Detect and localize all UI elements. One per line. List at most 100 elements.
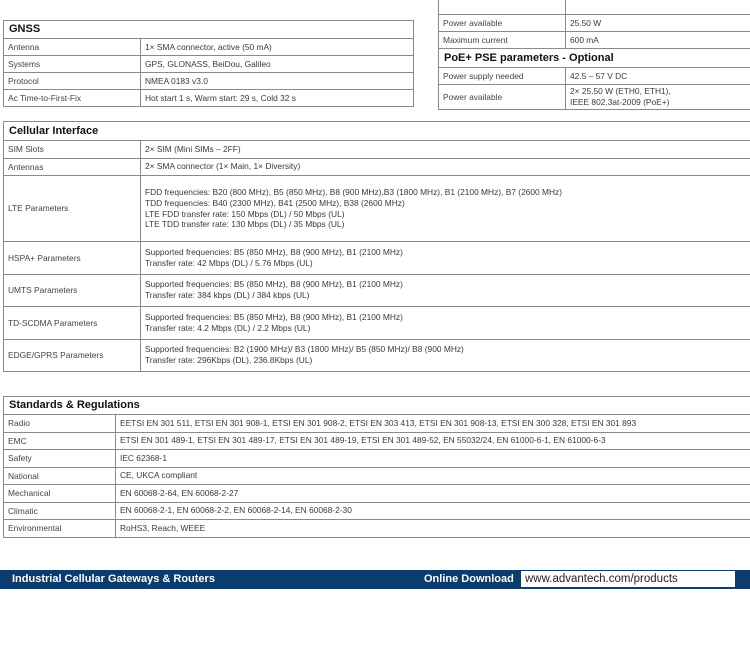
- gnss-header-row: GNSS: [3, 20, 414, 39]
- row-label: Mechanical: [3, 484, 116, 503]
- value-line: 1× SMA connector, active (50 mA): [145, 41, 272, 52]
- row-label: SIM Slots: [3, 140, 141, 159]
- value-line: TDD frequencies: B40 (2300 MHz), B41 (25…: [145, 197, 405, 208]
- row-label: EDGE/GPRS Parameters: [3, 338, 141, 372]
- row-label: Radio: [3, 414, 116, 433]
- table-row: Maximum current 600 mA: [438, 31, 750, 49]
- table-row: EDGE/GPRS Parameters Supported frequencie…: [3, 338, 750, 372]
- table-row: Mechanical EN 60068-2-64, EN 60068-2-27: [3, 484, 750, 503]
- value-line: IEC 62368-1: [120, 452, 168, 463]
- row-value: 600 mA: [565, 31, 750, 49]
- table-row: Protocol NMEA 0183 v3.0: [3, 72, 414, 90]
- online-download-label: Online Download: [424, 573, 514, 585]
- table-row: UMTS Parameters Supported frequencies: B5…: [3, 273, 750, 307]
- standards-table: Standards & Regulations Radio EETSI EN 30…: [3, 396, 750, 538]
- value-line: Supported frequencies: B5 (850 MHz), B8 …: [145, 311, 403, 322]
- row-value: Hot start 1 s, Warm start: 29 s, Cold 32…: [140, 89, 414, 107]
- row-label: EMC: [3, 431, 116, 450]
- row-value: NMEA 0183 v3.0: [140, 72, 414, 90]
- value-line: Supported frequencies: B5 (850 MHz), B8 …: [145, 279, 403, 290]
- value-line: Supported frequencies: B2 (1900 MHz)/ B3…: [145, 344, 464, 355]
- row-value: RoHS3, Reach, WEEE: [115, 519, 750, 538]
- row-value: ETSI EN 301 489-1, ETSI EN 301 489-17, E…: [115, 431, 750, 450]
- value-line: Transfer rate: 42 Mbps (DL) / 5.76 Mbps …: [145, 257, 313, 268]
- table-row: Climatic EN 60068-2-1, EN 60068-2-2, EN 6…: [3, 501, 750, 520]
- row-value: 25.50 W: [565, 14, 750, 32]
- value-line: Transfer rate: 4.2 Mbps (DL) / 2.2 Mbps …: [145, 322, 311, 333]
- row-label: National: [3, 466, 116, 485]
- value-line: 2× SMA connector (1× Main, 1× Diversity): [145, 161, 301, 172]
- row-value: IEC 62368-1: [115, 449, 750, 468]
- row-value: 2× SMA connector (1× Main, 1× Diversity): [140, 157, 750, 176]
- table-row: Systems GPS, GLONASS, BeiDou, Galileo: [3, 55, 414, 73]
- footer-category: Industrial Cellular Gateways & Routers: [12, 573, 215, 585]
- value-line: EETSI EN 301 511, ETSI EN 301 908-1, ETS…: [120, 417, 637, 428]
- row-label: Environmental: [3, 519, 116, 538]
- row-label: Maximum current: [438, 31, 566, 49]
- table-row: Antennas 2× SMA connector (1× Main, 1× Di…: [3, 157, 750, 176]
- row-value: EETSI EN 301 511, ETSI EN 301 908-1, ETS…: [115, 414, 750, 433]
- row-value: EN 60068-2-1, EN 60068-2-2, EN 60068-2-1…: [115, 501, 750, 520]
- row-label: Antenna: [3, 38, 141, 56]
- value-line: ETSI EN 301 489-1, ETSI EN 301 489-17, E…: [120, 435, 606, 446]
- table-row: Power supply needed 42.5 – 57 V DC: [438, 67, 750, 85]
- value-line: EN 60068-2-1, EN 60068-2-2, EN 60068-2-1…: [120, 505, 352, 516]
- table-row: SIM Slots 2× SIM (Mini SIMs – 2FF): [3, 140, 750, 159]
- value-line: Transfer rate: 296Kbps (DL), 236.8Kbps (…: [145, 355, 313, 366]
- cellular-table: Cellular Interface SIM Slots 2× SIM (Mini…: [3, 121, 750, 372]
- row-label: Power available: [438, 14, 566, 32]
- cellular-header-row: Cellular Interface: [3, 121, 750, 141]
- row-value: Supported frequencies: B5 (850 MHz), B8 …: [140, 273, 750, 307]
- value-line: Transfer rate: 384 kbps (DL) / 384 kbps …: [145, 290, 310, 301]
- row-label: Protocol: [3, 72, 141, 90]
- table-row: TD-SCDMA Parameters Supported frequencies…: [3, 306, 750, 340]
- row-value: 2× SIM (Mini SIMs – 2FF): [140, 140, 750, 159]
- value-line: 2× SIM (Mini SIMs – 2FF): [145, 143, 241, 154]
- value-line: RoHS3, Reach, WEEE: [120, 522, 206, 533]
- standards-title: Standards & Regulations: [3, 396, 750, 415]
- table-row: Radio EETSI EN 301 511, ETSI EN 301 908-1…: [3, 414, 750, 433]
- download-url-link[interactable]: www.advantech.com/products: [521, 571, 735, 587]
- table-row: Environmental RoHS3, Reach, WEEE: [3, 519, 750, 538]
- table-row: National CE, UKCA compliant: [3, 466, 750, 485]
- value-line: 2× 25.50 W (ETH0, ETH1),: [570, 86, 671, 97]
- row-value: 2× 25.50 W (ETH0, ETH1), IEEE 802.3at-20…: [565, 84, 750, 110]
- value-line: EN 60068-2-64, EN 60068-2-27: [120, 487, 239, 498]
- row-label: Antennas: [3, 157, 141, 176]
- row-value: EN 60068-2-64, EN 60068-2-27: [115, 484, 750, 503]
- value-line: NMEA 0183 v3.0: [145, 75, 208, 86]
- row-value: GPS, GLONASS, BeiDou, Galileo: [140, 55, 414, 73]
- row-label: Safety: [3, 449, 116, 468]
- row-label: UMTS Parameters: [3, 273, 141, 307]
- table-row: EMC ETSI EN 301 489-1, ETSI EN 301 489-17…: [3, 431, 750, 450]
- row-value: 42.5 – 57 V DC: [565, 67, 750, 85]
- row-label: Power available: [438, 84, 566, 110]
- value-line: LTE FDD transfer rate: 150 Mbps (DL) / 5…: [145, 208, 345, 219]
- pse-title: PoE+ PSE parameters - Optional: [438, 48, 750, 68]
- cellular-title: Cellular Interface: [3, 121, 750, 141]
- table-row: Ac Time-to-First-Fix Hot start 1 s, Warm …: [3, 89, 414, 107]
- table-row: Antenna 1× SMA connector, active (50 mA): [3, 38, 414, 56]
- table-row: Safety IEC 62368-1: [3, 449, 750, 468]
- row-value: Supported frequencies: B2 (1900 MHz)/ B3…: [140, 338, 750, 372]
- value-line: LTE TDD transfer rate: 130 Mbps (DL) / 3…: [145, 219, 345, 230]
- row-label: HSPA+ Parameters: [3, 241, 141, 275]
- row-value: Supported frequencies: B5 (850 MHz), B8 …: [140, 306, 750, 340]
- row-value: 1× SMA connector, active (50 mA): [140, 38, 414, 56]
- gnss-table: GNSS Antenna 1× SMA connector, active (50…: [3, 20, 414, 107]
- row-value: FDD frequencies: B20 (800 MHz), B5 (850 …: [140, 175, 750, 242]
- standards-header-row: Standards & Regulations: [3, 396, 750, 415]
- power-table: Power available 25.50 W Maximum current …: [438, 0, 750, 110]
- value-line: CE, UKCA compliant: [120, 470, 198, 481]
- row-label: Systems: [3, 55, 141, 73]
- row-label: LTE Parameters: [3, 175, 141, 242]
- value-line: Supported frequencies: B5 (850 MHz), B8 …: [145, 246, 403, 257]
- row-value: Supported frequencies: B5 (850 MHz), B8 …: [140, 241, 750, 275]
- row-label: Ac Time-to-First-Fix: [3, 89, 141, 107]
- value-line: Hot start 1 s, Warm start: 29 s, Cold 32…: [145, 92, 296, 103]
- value-line: IEEE 802.3at-2009 (PoE+): [570, 97, 670, 107]
- row-value: CE, UKCA compliant: [115, 466, 750, 485]
- table-row: HSPA+ Parameters Supported frequencies: B…: [3, 241, 750, 275]
- value-line: GPS, GLONASS, BeiDou, Galileo: [145, 58, 271, 69]
- pse-header-row: PoE+ PSE parameters - Optional: [438, 48, 750, 68]
